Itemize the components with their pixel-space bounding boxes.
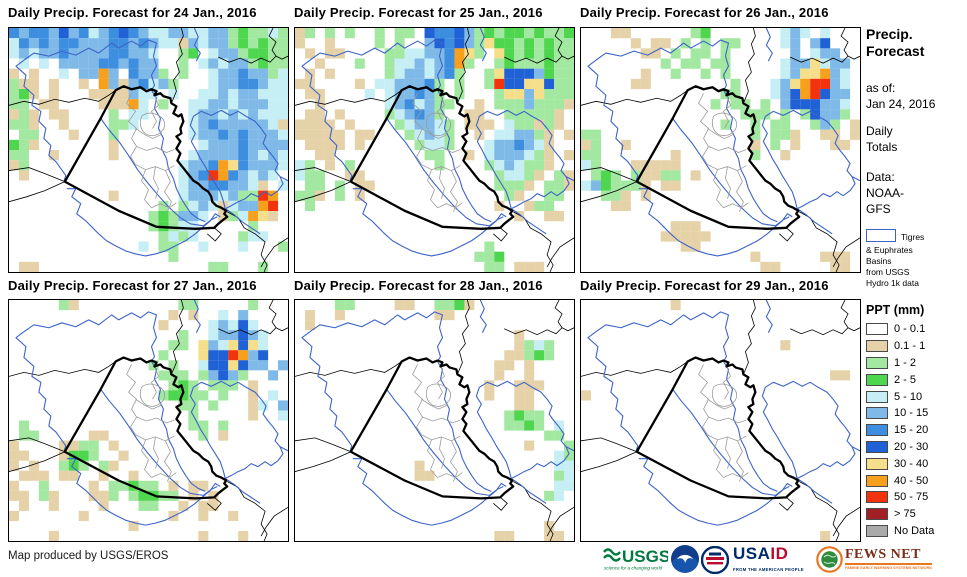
legend-item: No Data [866,523,966,540]
legend-items: 0 - 0.1 0.1 - 1 1 - 2 2 - 5 5 - 10 10 - 15 15 … [866,321,966,539]
legend-swatch [866,356,888,369]
fews-net-tagline: FAMINE EARLY WARNING SYSTEMS NETWORK [845,566,933,570]
legend-item: 40 - 50 [866,472,966,489]
panel-title-28jan: Daily Precip. Forecast for 28 Jan., 2016 [294,278,543,293]
map-credit: Map produced by USGS/EROS [8,550,169,562]
legend-label: 0 - 0.1 [894,323,926,336]
legend-item: 30 - 40 [866,455,966,472]
basin-note: Tigres [901,232,925,242]
legend-item: 1 - 2 [866,355,966,372]
legend-label: 20 - 30 [894,440,929,453]
precip-map-26jan [580,27,861,273]
noaa-logo [671,545,699,573]
legend-swatch [866,373,888,386]
legend-swatch [866,323,888,336]
fews-net-emblem [816,546,843,573]
legend-item: 20 - 30 [866,439,966,456]
legend-label: 10 - 15 [894,407,929,420]
legend-swatch [866,407,888,420]
as-of-date: Jan 24, 2016 [866,97,936,111]
panel-title-26jan: Daily Precip. Forecast for 26 Jan., 2016 [580,5,829,20]
legend-title: PPT (mm) [866,303,925,317]
legend-item: 50 - 75 [866,489,966,506]
legend-swatch [866,424,888,437]
panel-title-27jan: Daily Precip. Forecast for 27 Jan., 2016 [8,278,257,293]
precip-map-24jan [8,27,289,273]
usaid-emblem [701,546,729,574]
legend-label: 0.1 - 1 [894,340,926,353]
panel-title-29jan: Daily Precip. Forecast for 29 Jan., 2016 [580,278,829,293]
legend-item: 15 - 20 [866,422,966,439]
legend-label: 1 - 2 [894,356,917,369]
legend-swatch [866,524,888,537]
legend-label: > 75 [894,508,916,521]
usaid-logo: USAID FROM THE AMERICAN PEOPLE [733,545,804,577]
legend-label: 40 - 50 [894,474,929,487]
legend-label: 15 - 20 [894,424,929,437]
legend-swatch [866,440,888,453]
usgs-logo: USGS science for a changing world [603,547,668,571]
legend-label: No Data [894,524,935,537]
legend-swatch [866,508,888,521]
legend-swatch [866,457,888,470]
legend-label: 2 - 5 [894,373,917,386]
panel-title-25jan: Daily Precip. Forecast for 25 Jan., 2016 [294,5,543,20]
legend-swatch [866,474,888,487]
legend-item: 0 - 0.1 [866,321,966,338]
legend-swatch [866,390,888,403]
legend-label: 30 - 40 [894,457,929,470]
basin-outline-symbol [866,229,896,242]
legend-item: 2 - 5 [866,371,966,388]
legend-item: 5 - 10 [866,388,966,405]
data-source-block: Data: NOAA- GFS [866,170,905,216]
legend-item: 0.1 - 1 [866,338,966,355]
legend-item: > 75 [866,506,966,523]
precip-map-29jan [580,299,861,542]
fews-net-logo: FEWS NET FAMINE EARLY WARNING SYSTEMS NE… [845,547,933,570]
legend-item: 10 - 15 [866,405,966,422]
usgs-tagline: science for a changing world [604,566,663,571]
legend-label: 50 - 75 [894,491,929,504]
precip-map-27jan [8,299,289,542]
legend-label: 5 - 10 [894,390,923,403]
svg-text:USGS: USGS [622,547,668,566]
precip-map-25jan [294,27,575,273]
legend-swatch [866,491,888,504]
as-of-block: as of: Jan 24, 2016 [866,81,936,111]
panel-title-24jan: Daily Precip. Forecast for 24 Jan., 2016 [8,5,257,20]
totals-block: Daily Totals [866,124,898,154]
legend-swatch [866,340,888,353]
precip-map-28jan [294,299,575,542]
sidebar-title: Precip. Forecast [866,26,925,59]
usaid-tagline: FROM THE AMERICAN PEOPLE [733,567,804,572]
